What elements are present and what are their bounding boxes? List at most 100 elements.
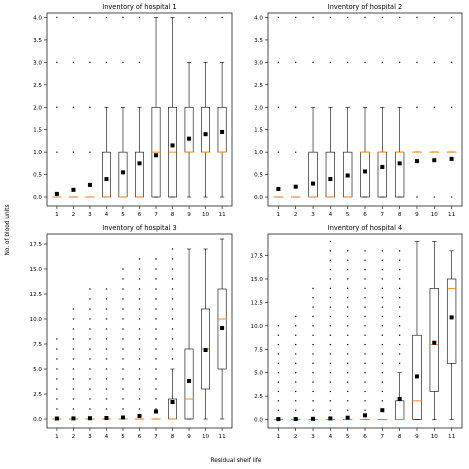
figure-x-axis-label: Residual shelf life bbox=[211, 458, 262, 464]
chart-3-flier-4 bbox=[105, 408, 108, 410]
chart-2-box-9 bbox=[412, 16, 422, 198]
chart-2-flier-5 bbox=[346, 61, 349, 64]
chart-4-flier-6 bbox=[364, 409, 366, 411]
chart-1-x-tick-label: 7 bbox=[154, 212, 158, 218]
chart-3-flier-7 bbox=[155, 378, 157, 380]
chart-4-flier-7 bbox=[381, 287, 384, 290]
chart-2-mean-2 bbox=[293, 184, 298, 189]
chart-1-x-tick-label: 8 bbox=[171, 212, 175, 218]
chart-3-flier-7 bbox=[155, 408, 157, 410]
chart-2-y-tick-label: 2.0 bbox=[254, 105, 263, 111]
chart-4-flier-6 bbox=[364, 362, 366, 365]
chart-3-flier-8 bbox=[171, 338, 174, 340]
chart-3-flier-2 bbox=[72, 348, 75, 350]
chart-2-y-tick-label: 3.5 bbox=[254, 38, 263, 44]
chart-2-box-5 bbox=[343, 16, 353, 198]
chart-4-flier-3 bbox=[312, 372, 314, 374]
chart-2-box-3 bbox=[308, 16, 318, 198]
chart-3-flier-1 bbox=[56, 358, 58, 360]
chart-3-flier-7 bbox=[155, 338, 157, 340]
chart-3-x-tick-label: 3 bbox=[88, 434, 92, 440]
chart-2-y-tick-label: 2.5 bbox=[254, 83, 263, 89]
chart-3-x-tick-label: 1 bbox=[55, 434, 59, 440]
chart-3-flier-4 bbox=[105, 398, 108, 400]
chart-4-y-tick-label: 7.5 bbox=[254, 347, 263, 353]
chart-1-flier-11 bbox=[221, 16, 223, 19]
chart-2-flier-9 bbox=[416, 16, 418, 19]
chart-2-box-6 bbox=[360, 16, 370, 198]
chart-1-mean-4 bbox=[104, 177, 109, 182]
chart-3-flier-4 bbox=[105, 348, 108, 350]
chart-3-mean-2 bbox=[71, 416, 76, 421]
chart-1-box-8 bbox=[168, 17, 177, 198]
chart-2-title: Inventory of hospital 2 bbox=[328, 3, 402, 11]
chart-4-flier-6 bbox=[364, 390, 366, 393]
chart-2-flier-1 bbox=[277, 106, 280, 108]
chart-panel-3: Inventory of hospital 3 0.0 2.5 5.0 7.5 10.0 1… bbox=[30, 224, 233, 440]
chart-1-y-tick-label: 4.0 bbox=[33, 15, 42, 21]
chart-3-flier-6 bbox=[138, 298, 141, 300]
chart-4-flier-6 bbox=[364, 287, 366, 290]
chart-4-x-tick-label: 3 bbox=[311, 434, 315, 440]
chart-4-x-tick-label: 10 bbox=[431, 434, 439, 440]
chart-4-flier-6 bbox=[364, 268, 366, 271]
chart-3-flier-5 bbox=[122, 348, 124, 350]
chart-3-flier-3 bbox=[89, 398, 91, 400]
chart-4-box-6 bbox=[360, 250, 370, 421]
chart-1-flier-2 bbox=[72, 16, 75, 19]
chart-1-box-6 bbox=[135, 16, 144, 198]
chart-3-flier-2 bbox=[72, 328, 75, 330]
chart-3-flier-6 bbox=[138, 308, 141, 310]
chart-3-mean-1 bbox=[54, 416, 59, 421]
chart-4-flier-4 bbox=[329, 240, 332, 243]
chart-1-title: Inventory of hospital 1 bbox=[102, 3, 176, 11]
chart-3-flier-3 bbox=[89, 318, 91, 320]
chart-3-flier-5 bbox=[122, 328, 124, 330]
chart-1-box-5 bbox=[118, 16, 128, 198]
chart-4-flier-8 bbox=[398, 325, 401, 327]
chart-4-flier-7 bbox=[381, 297, 384, 299]
chart-4-box-1 bbox=[273, 325, 284, 422]
chart-2-x-tick-label: 8 bbox=[398, 212, 402, 218]
chart-1-flier-3 bbox=[89, 151, 91, 153]
chart-3-y-tick-label: 0.0 bbox=[33, 417, 42, 423]
chart-4-flier-5 bbox=[346, 297, 349, 299]
chart-4-flier-5 bbox=[346, 287, 349, 290]
chart-4-flier-5 bbox=[346, 381, 349, 383]
chart-4-flier-2 bbox=[295, 400, 297, 402]
chart-3-flier-5 bbox=[122, 368, 124, 370]
chart-1-y-tick-label: 2.0 bbox=[33, 105, 42, 111]
chart-3-y-tick-label: 2.5 bbox=[33, 392, 42, 398]
chart-3-flier-5 bbox=[122, 408, 124, 410]
chart-1-flier-1 bbox=[56, 61, 58, 64]
chart-3-flier-6 bbox=[138, 408, 141, 410]
chart-3-flier-5 bbox=[122, 388, 124, 390]
chart-4-x-tick-label: 8 bbox=[398, 434, 402, 440]
chart-3-mean-4 bbox=[104, 416, 109, 420]
chart-3-box-rect-9 bbox=[184, 348, 194, 420]
chart-4-box-11 bbox=[446, 250, 457, 420]
chart-3-flier-6 bbox=[138, 278, 141, 280]
chart-4-title: Inventory of hospital 4 bbox=[328, 224, 402, 232]
chart-4-flier-2 bbox=[295, 372, 297, 374]
chart-4-flier-6 bbox=[364, 315, 366, 318]
chart-3-flier-6 bbox=[138, 388, 141, 390]
chart-4-flier-6 bbox=[364, 381, 366, 383]
chart-1-x-tick-label: 9 bbox=[187, 212, 191, 218]
chart-4-flier-4 bbox=[329, 250, 332, 252]
chart-4-flier-4 bbox=[329, 268, 332, 271]
chart-3-y-tick-label: 10.0 bbox=[30, 317, 43, 323]
chart-3-flier-3 bbox=[89, 338, 91, 340]
chart-3-box-11 bbox=[217, 238, 227, 420]
chart-3-box-10 bbox=[201, 248, 211, 420]
chart-3-flier-1 bbox=[56, 378, 58, 380]
chart-4-y-tick-label: 2.5 bbox=[254, 394, 263, 400]
chart-4-flier-7 bbox=[381, 362, 384, 365]
chart-4-flier-8 bbox=[398, 250, 401, 252]
chart-3-flier-5 bbox=[122, 318, 124, 320]
chart-3-flier-2 bbox=[72, 378, 75, 380]
chart-3-flier-5 bbox=[122, 378, 124, 380]
chart-4-mean-10 bbox=[432, 340, 437, 345]
chart-1-box-11 bbox=[217, 16, 227, 198]
chart-1-box-9 bbox=[184, 16, 194, 198]
